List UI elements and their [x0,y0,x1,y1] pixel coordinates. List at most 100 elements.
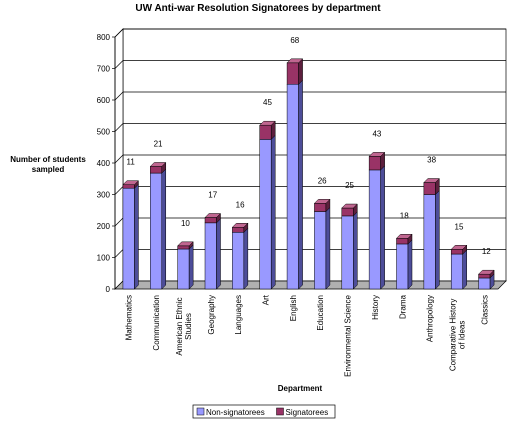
gridline-side [114,91,124,101]
bar-group-communication: 21 [149,139,167,290]
bar-signatorees-american-ethnic-studies [177,245,190,250]
x-tick-label-line: Comparative History [448,299,457,371]
bar-group-art: 45 [259,98,276,290]
bar-non-signatorees-geography-side [216,218,221,290]
x-tick-label-history: History [371,295,380,320]
gridline-side [114,186,124,195]
bar-group-mathematics: 11 [122,158,140,290]
x-tick-label-drama: Drama [398,294,407,319]
x-tick-label-art: Art [261,294,270,305]
bar-signatorees-history-top [368,152,386,157]
x-tick-label-american-ethnic-studies: American EthnicStudies [175,297,193,355]
data-label-art: 45 [263,98,272,107]
bar-non-signatorees-environmental-science [341,215,354,290]
floor [114,280,507,290]
x-tick-label-geography: Geography [207,295,216,335]
bar-non-signatorees-anthropology-side [435,189,440,290]
x-tick-label-line: Geography [207,295,216,335]
bar-non-signatorees-drama [396,243,409,290]
x-tick-label-communication: Communication [152,295,161,351]
gridline-side [114,60,124,69]
x-tick-label-line: English [289,295,298,321]
y-tick-label-100: 100 [97,254,111,263]
bar-signatorees-mathematics-top [122,180,140,185]
bar-signatorees-environmental-science [341,207,354,217]
gridline-side [114,154,124,164]
bar-signatorees-geography-top [204,213,222,218]
y-axis-title: Number of students sampled [10,155,86,174]
gridline-side [114,249,124,258]
bar-non-signatorees-art [259,139,272,290]
bar-signatorees-environmental-science-top [341,203,358,209]
bar-non-signatorees-american-ethnic-studies-side [188,244,194,290]
data-label-english: 68 [290,36,299,45]
x-tick-label-line: Anthropology [426,295,435,342]
bar-non-signatorees-geography [204,222,217,290]
bar-group-history: 43 [368,129,386,290]
bar-signatorees-comparative-history-of-ideas-top [450,245,468,250]
data-label-history: 43 [372,129,381,138]
bar-signatorees-history [368,156,381,171]
bar-group-english: 68 [286,36,304,290]
bar-signatorees-languages [232,227,245,233]
x-tick-label-line: Classics [480,295,489,325]
bar-non-signatorees-english [286,84,299,290]
x-tick-label-line: Art [261,294,270,305]
bar-group-comparative-history-of-ideas: 15 [450,222,468,290]
bar-signatorees-classics [478,273,491,279]
x-tick-label-classics: Classics [480,295,489,325]
x-tick-label-languages: Languages [234,295,243,335]
y-tick-label-800: 800 [97,33,111,42]
data-label-communication: 21 [154,139,163,148]
bar-non-signatorees-history [368,169,381,290]
bar-non-signatorees-art-side [270,134,276,290]
y-tick-label-0: 0 [106,285,111,294]
gridline-side [114,217,124,227]
y-tick-label-200: 200 [97,222,111,231]
legend-swatch-signatorees [276,407,284,416]
bar-group-anthropology: 38 [423,156,440,290]
bar-signatorees-education [314,203,327,212]
x-tick-label-education: Education [316,295,325,331]
bar-signatorees-drama [396,238,409,245]
bar-non-signatorees-history-side [380,165,385,290]
x-tick-label-line: Mathematics [125,295,134,340]
bar-non-signatorees-communication-side [161,168,167,290]
bar-group-american-ethnic-studies: 10 [177,219,194,290]
bar-non-signatorees-classics [478,277,491,290]
bar-signatorees-communication [150,166,163,174]
bar-signatorees-art [259,124,272,140]
data-label-environmental-science: 25 [345,181,354,190]
y-tick-label-700: 700 [97,65,111,74]
plot-area: 0 100 200 300 400 500 600 700 800 11 Mathematics 21… [97,28,507,377]
data-label-classics: 12 [482,247,491,256]
bar-signatorees-anthropology [423,182,436,195]
bar-non-signatorees-mathematics [122,187,135,290]
x-tick-label-line: History [371,295,380,320]
x-tick-label-environmental-science: Environmental Science [344,294,353,376]
bar-signatorees-education-top [313,199,331,204]
y-axis-title-line-1: Number of students [10,155,86,164]
legend-box [192,404,336,419]
data-label-comparative-history-of-ideas: 15 [455,222,464,231]
x-tick-label-line: Drama [398,294,407,319]
x-tick-label-line: Communication [152,295,161,351]
legend-swatch-non-signatorees [196,407,205,416]
bar-non-signatorees-education [314,211,327,290]
bar-signatorees-classics-top [477,269,495,275]
bar-group-geography: 17 [204,190,222,290]
y-axis-title-line-2: sampled [32,165,65,174]
gridline-side [114,123,124,132]
bar-group-classics: 12 [477,247,495,290]
x-tick-label-line: Environmental Science [344,294,353,376]
data-label-american-ethnic-studies: 10 [181,219,190,228]
bar-signatorees-art-top [259,120,276,126]
bar-signatorees-mathematics [122,184,135,189]
bar-signatorees-communication-top [149,162,167,167]
legend-label-non-signatorees: Non-signatorees [206,408,265,417]
bar-non-signatorees-environmental-science-side [353,211,358,290]
x-tick-label-anthropology: Anthropology [426,295,435,342]
bar-signatorees-english-top [286,58,304,64]
chart-title: UW Anti-war Resolution Signatorees by de… [135,3,381,14]
x-tick-label-line: of Ideas [457,321,466,349]
